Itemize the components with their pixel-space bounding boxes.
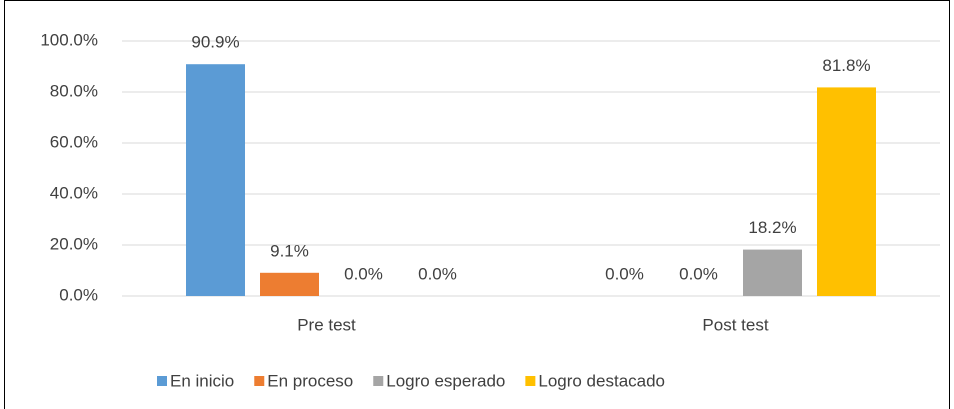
x-tick-label: Post test: [702, 315, 768, 334]
legend-label: En proceso: [267, 371, 353, 390]
legend-label: Logro esperado: [386, 371, 505, 390]
legend-label: En inicio: [170, 371, 234, 390]
value-label: 90.9%: [191, 33, 239, 52]
y-tick-label: 40.0%: [50, 183, 98, 202]
legend-swatch: [373, 376, 384, 386]
bar: [186, 64, 245, 296]
legend-label: Logro destacado: [538, 371, 665, 390]
value-label: 18.2%: [748, 218, 796, 237]
y-tick-label: 60.0%: [50, 132, 98, 151]
y-tick-label: 100.0%: [40, 30, 98, 49]
value-label: 0.0%: [679, 264, 718, 283]
bar: [260, 272, 319, 296]
x-tick-label: Pre test: [297, 315, 356, 334]
y-tick-label: 0.0%: [59, 285, 98, 304]
value-label: 9.1%: [270, 241, 309, 260]
frame: [4, 0, 950, 409]
y-tick-label: 20.0%: [50, 234, 98, 253]
bar: [817, 87, 876, 296]
legend-swatch: [157, 376, 167, 386]
legend-swatch: [525, 376, 536, 386]
y-tick-label: 80.0%: [50, 81, 98, 100]
legend-swatch: [254, 376, 265, 386]
value-label: 0.0%: [344, 264, 383, 283]
value-label: 81.8%: [822, 56, 870, 75]
bar: [743, 249, 802, 296]
value-label: 0.0%: [605, 264, 644, 283]
value-label: 0.0%: [418, 264, 457, 283]
